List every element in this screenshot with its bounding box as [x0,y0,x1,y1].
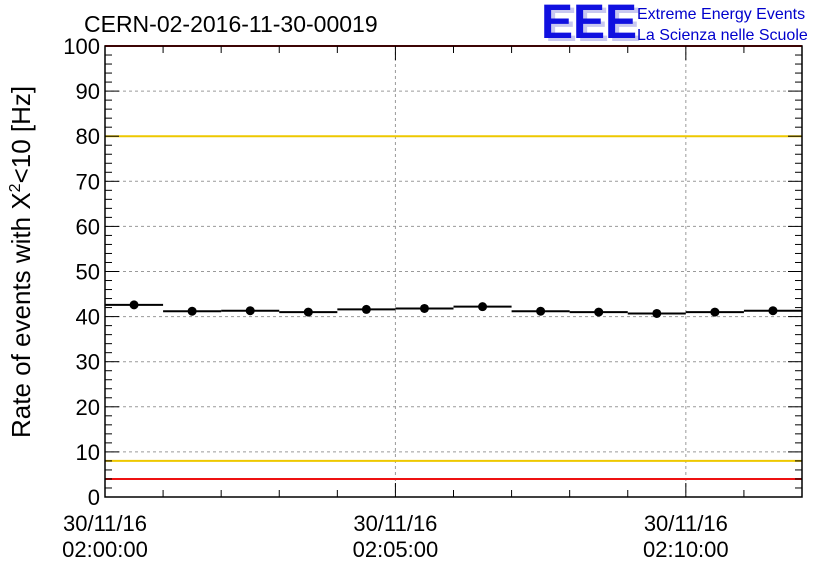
logo-line2: La Scienza nelle Scuole [637,27,808,44]
y-tick-label: 50 [76,260,100,285]
y-tick-label: 60 [76,214,100,239]
x-tick-time: 02:00:00 [62,537,148,562]
data-point [245,306,255,316]
data-point [594,307,604,317]
data-point [361,304,371,314]
logo-mark: EEE [541,0,637,49]
data-point [187,306,197,316]
y-tick-label: 100 [63,34,100,59]
x-tick-date: 30/11/16 [63,511,147,536]
logo-shadow: EEE [545,0,641,52]
y-axis-label: Rate of events with X2<10 [Hz] [6,86,36,438]
grid-lines [105,46,802,497]
data-point [768,306,778,316]
data-point [419,303,429,313]
reference-lines [105,45,802,480]
y-tick-label: 40 [76,305,100,330]
x-tick-time: 02:10:00 [643,537,729,562]
data-series [105,300,802,318]
eee-logo: EEE EEE Extreme Energy Events La Scienza… [541,0,808,52]
data-point [303,307,313,317]
data-point [478,302,488,312]
y-tick-labels: 0 10 20 30 40 50 60 70 80 90 100 [63,34,100,510]
y-tick-label: 30 [76,350,100,375]
y-tick-label: 80 [76,124,100,149]
data-point [652,308,662,318]
chart-title: CERN-02-2016-11-30-00019 [84,11,378,37]
data-point [536,306,546,316]
x-tick-date: 30/11/16 [644,511,728,536]
data-point [710,307,720,317]
x-tick-time: 02:05:00 [353,537,439,562]
y-tick-label: 10 [76,440,100,465]
y-tick-label: 70 [76,169,100,194]
axis-ticks [104,45,803,498]
y-tick-label: 20 [76,395,100,420]
data-point [129,300,139,310]
y-tick-label: 0 [88,485,100,510]
y-tick-label: 90 [76,79,100,104]
x-tick-date: 30/11/16 [353,511,437,536]
x-tick-labels: 30/11/1602:00:0030/11/1602:05:0030/11/16… [62,511,728,562]
logo-line1: Extreme Energy Events [637,6,805,23]
